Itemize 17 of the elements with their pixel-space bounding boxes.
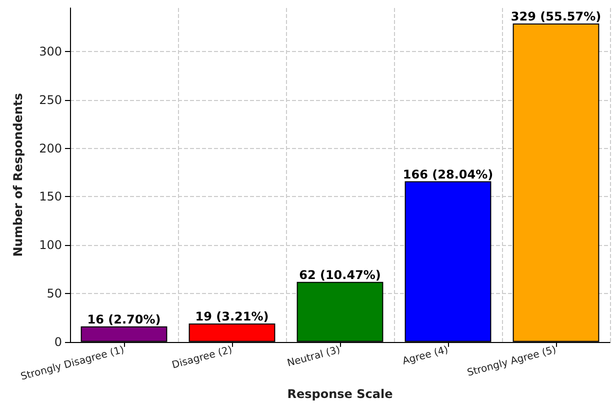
- y-tick-label: 250: [39, 92, 62, 107]
- y-tick-label: 150: [39, 190, 62, 204]
- y-tick-label: 50: [46, 286, 62, 301]
- x-tick-label: Neutral (3): [286, 344, 342, 370]
- y-tick-label: 100: [39, 238, 62, 252]
- y-tick-label: 300: [39, 44, 62, 59]
- x-axis-title: Response Scale: [287, 387, 393, 401]
- data-label: 62 (10.47%): [299, 268, 381, 282]
- data-label: 16 (2.70%): [87, 312, 161, 326]
- data-label: 329 (55.57%): [510, 9, 602, 24]
- x-tick-label: Agree (4): [401, 344, 450, 368]
- data-label: 166 (28.04%): [402, 167, 494, 182]
- y-tick-label: 200: [39, 141, 62, 156]
- data-label: 19 (3.21%): [195, 310, 269, 324]
- x-tick-label: Disagree (2): [170, 344, 234, 372]
- y-axis-title: Number of Respondents: [11, 93, 25, 257]
- x-tick-label: Strongly Agree (5): [466, 344, 558, 379]
